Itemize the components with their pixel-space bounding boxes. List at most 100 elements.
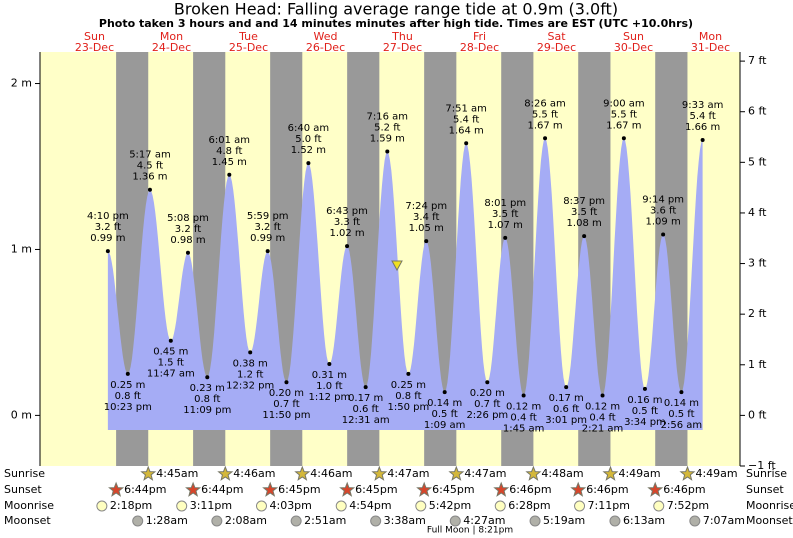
- tide-label: 1.5 ft: [158, 358, 184, 369]
- row-label: Moonrise: [4, 499, 54, 512]
- moonset-icon: [370, 515, 382, 527]
- tide-label: 0.8 ft: [194, 394, 220, 405]
- tide-label: 9:14 pm: [642, 195, 684, 206]
- y2-tick-label: 7 ft: [748, 54, 767, 67]
- y2-tick-label: 2 ft: [748, 307, 767, 320]
- tide-point: [564, 385, 569, 390]
- tide-label: 1.02 m: [329, 228, 364, 239]
- y2-tick-label: −1 ft: [748, 459, 776, 472]
- y2-tick-label: 1 ft: [748, 358, 767, 371]
- tide-point: [345, 244, 350, 249]
- tide-label: 4:10 pm: [87, 211, 129, 222]
- row-label: Moonrise: [746, 499, 793, 512]
- sunrise-time: 4:46am: [233, 467, 275, 480]
- tide-label: 0.8 ft: [115, 391, 141, 402]
- tide-label: 0.99 m: [250, 233, 285, 244]
- tide-label: 3.5 ft: [571, 207, 597, 218]
- tide-label: 0.14 m: [664, 398, 699, 409]
- tide-label: 7:24 pm: [405, 201, 447, 212]
- y2-tick-label: 5 ft: [748, 155, 767, 168]
- tide-label: 3.6 ft: [650, 206, 676, 217]
- tide-label: 1:09 am: [424, 420, 466, 431]
- tide-point: [600, 393, 605, 398]
- sunset-time: 6:45pm: [432, 483, 474, 496]
- tide-label: 0.6 ft: [352, 404, 378, 415]
- sunset-icon: [339, 481, 356, 497]
- row-label: Moonset: [746, 514, 793, 527]
- tide-label: 0.17 m: [348, 393, 383, 404]
- moonset-time: 2:08am: [225, 514, 267, 527]
- moonset-time: 7:07am: [703, 514, 745, 527]
- tide-point: [205, 375, 210, 380]
- day-date: 24-Dec: [152, 41, 191, 54]
- sunrise-icon: [679, 465, 696, 481]
- day-name: Tue: [238, 30, 258, 43]
- day-date: 26-Dec: [306, 41, 345, 54]
- tide-point: [661, 232, 666, 237]
- tide-label: 1.64 m: [449, 125, 484, 136]
- day-date: 30-Dec: [614, 41, 653, 54]
- tide-label: 3.2 ft: [255, 222, 281, 233]
- tide-label: 0.38 m: [233, 358, 268, 369]
- tide-label: 2:21 am: [582, 423, 624, 434]
- tide-label: 0.14 m: [427, 398, 462, 409]
- sunrise-time: 4:48am: [541, 467, 583, 480]
- moonrise-icon: [574, 500, 586, 512]
- tide-label: 0.5 ft: [432, 409, 458, 420]
- tide-label: 3.2 ft: [95, 222, 121, 233]
- sunset-time: 6:46pm: [509, 483, 551, 496]
- tide-point: [248, 350, 253, 355]
- moonrise-time: 5:42pm: [429, 499, 471, 512]
- tide-label: 8:37 pm: [563, 196, 605, 207]
- tide-point: [424, 239, 429, 244]
- tide-label: 6:40 am: [288, 123, 330, 134]
- tide-label: 0.7 ft: [273, 399, 299, 410]
- moonrise-icon: [653, 500, 665, 512]
- tide-point: [363, 385, 368, 390]
- day-name: Sat: [547, 30, 566, 43]
- tide-label: 0.17 m: [549, 393, 584, 404]
- tide-label: 0.4 ft: [510, 412, 536, 423]
- tide-label: 8:01 pm: [484, 198, 526, 209]
- sunrise-time: 4:45am: [156, 467, 198, 480]
- tide-label: 0.12 m: [506, 401, 541, 412]
- moonset-icon: [132, 515, 144, 527]
- y-tick-label: 1 m: [11, 242, 32, 255]
- moonset-time: 4:27am: [463, 514, 505, 527]
- sunrise-icon: [602, 465, 619, 481]
- tide-label: 1.07 m: [488, 220, 523, 231]
- moonrise-icon: [494, 500, 506, 512]
- day-date: 28-Dec: [460, 41, 499, 54]
- tide-point: [125, 371, 130, 376]
- moonrise-time: 7:11pm: [588, 499, 630, 512]
- sunset-icon: [185, 481, 202, 497]
- day-date: 23-Dec: [75, 41, 114, 54]
- sunset-icon: [108, 481, 125, 497]
- sunrise-time: 4:47am: [387, 467, 429, 480]
- moonrise-icon: [415, 500, 427, 512]
- tide-point: [327, 361, 332, 366]
- tide-point: [168, 338, 173, 343]
- tide-label: 1.45 m: [212, 157, 247, 168]
- sunrise-time: 4:47am: [464, 467, 506, 480]
- tide-point: [679, 390, 684, 395]
- sunset-time: 6:46pm: [663, 483, 705, 496]
- tide-label: 12:32 pm: [226, 380, 274, 391]
- day-name: Mon: [160, 30, 183, 43]
- tide-label: 9:00 am: [603, 98, 645, 109]
- tide-label: 0.4 ft: [589, 412, 615, 423]
- day-name: Thu: [391, 30, 413, 43]
- tide-label: 5.0 ft: [295, 134, 321, 145]
- y-tick-label: 2 m: [11, 77, 32, 90]
- tide-point: [284, 380, 289, 385]
- tide-label: 6:43 pm: [326, 206, 368, 217]
- tide-label: 0.45 m: [153, 347, 188, 358]
- tide-label: 1.59 m: [370, 134, 405, 145]
- tide-label: 5:08 pm: [167, 213, 209, 224]
- tide-label: 0.7 ft: [474, 399, 500, 410]
- tide-label: 1:45 am: [503, 423, 545, 434]
- tide-point: [442, 390, 447, 395]
- tide-label: 10:23 pm: [104, 402, 152, 413]
- y-tick-label: 0 m: [11, 408, 32, 421]
